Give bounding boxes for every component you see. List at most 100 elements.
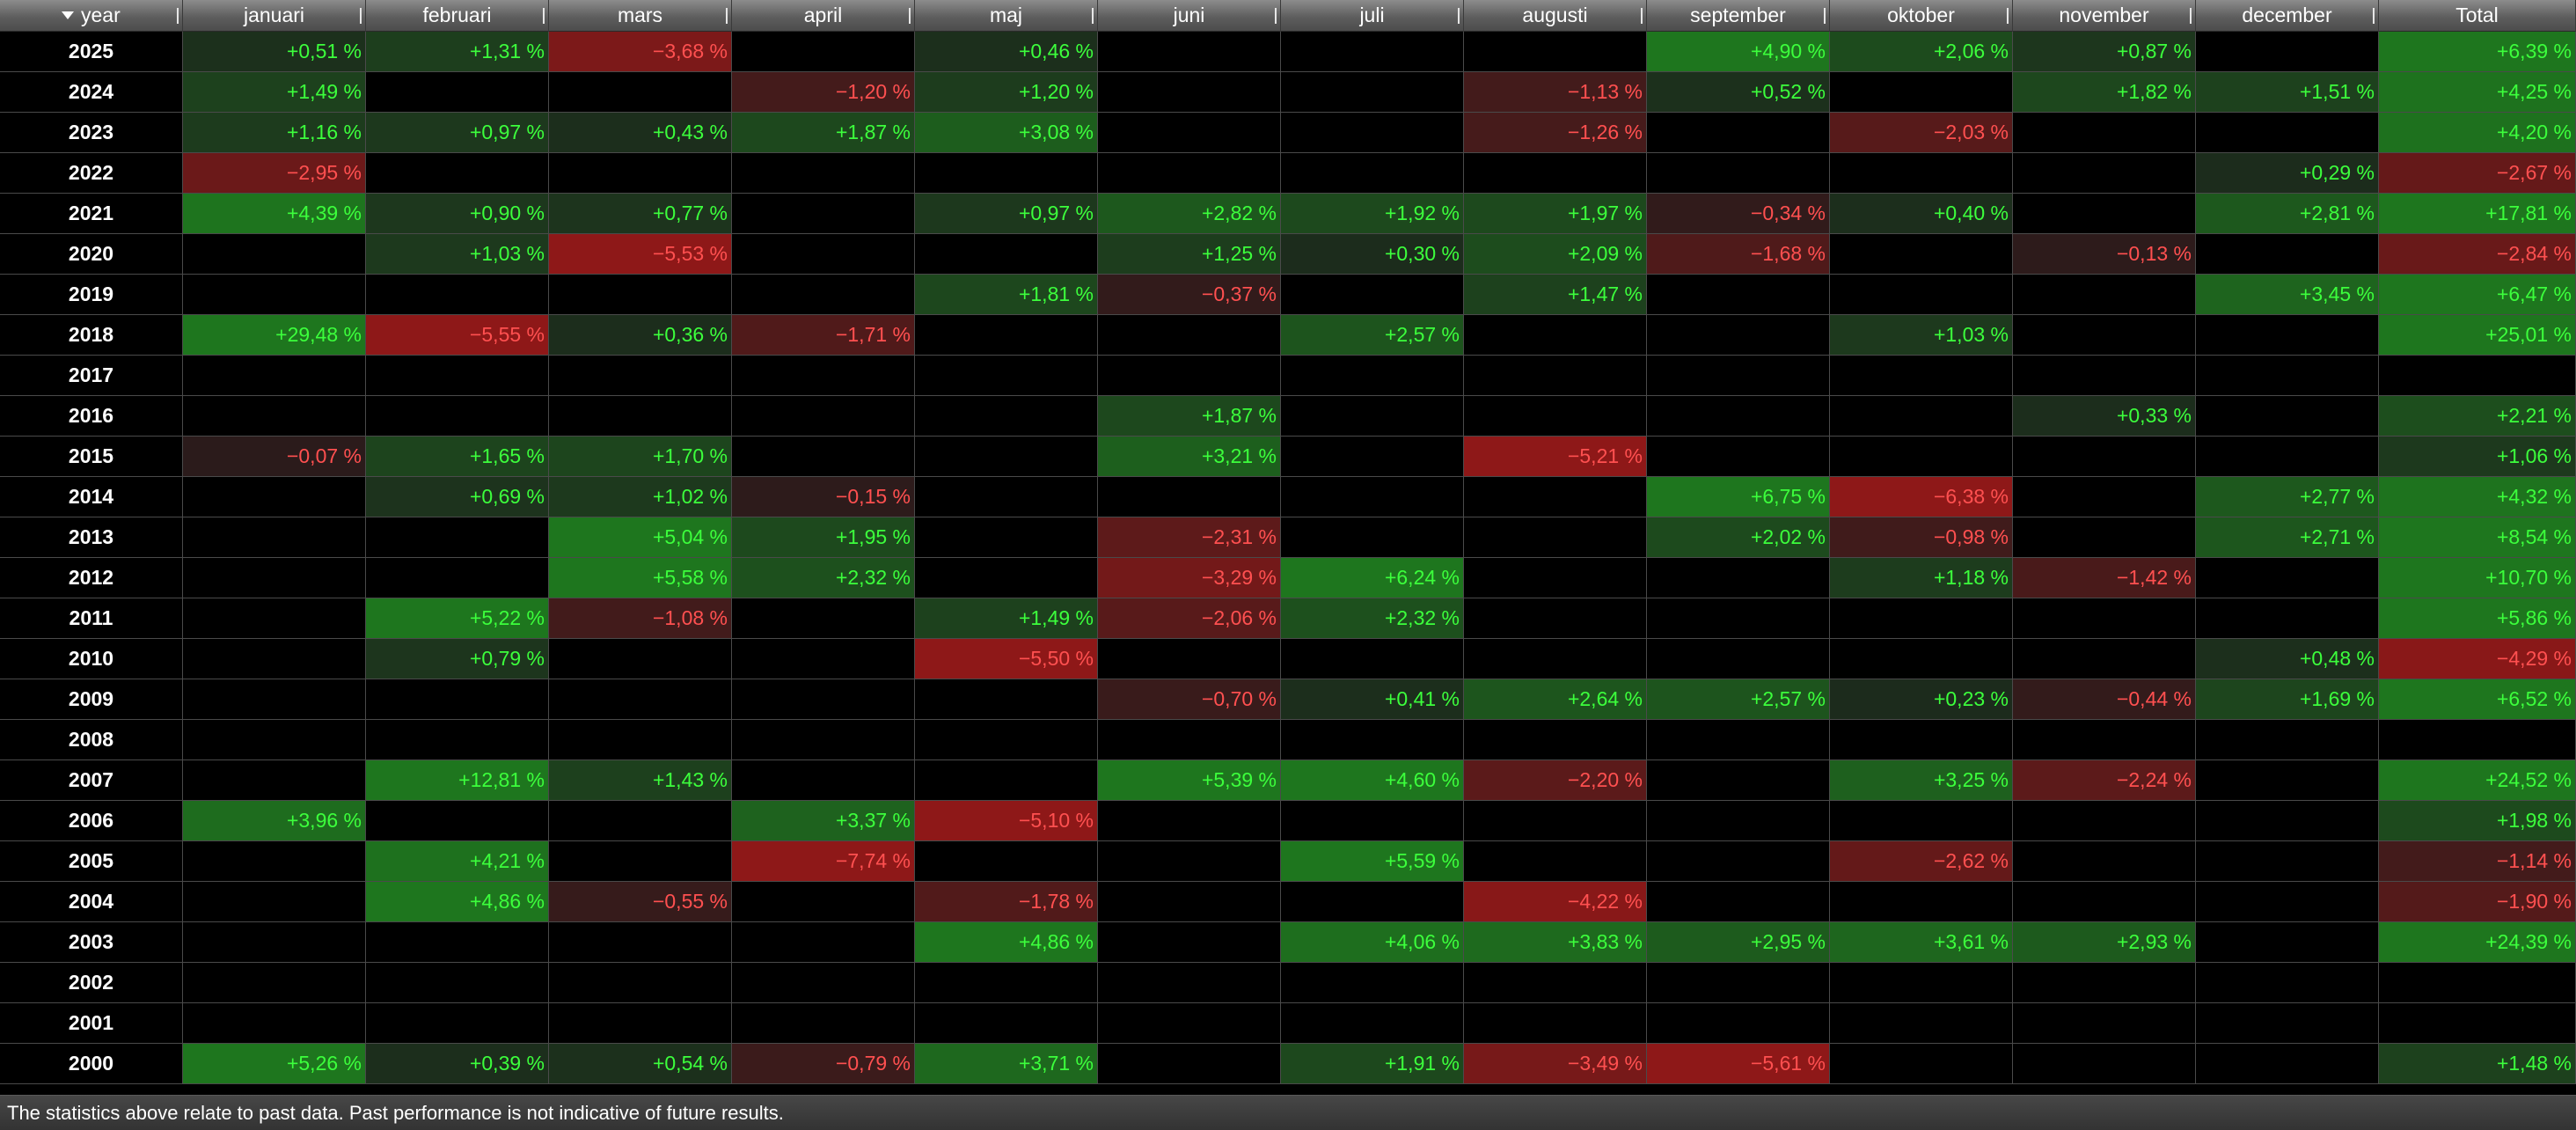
return-cell-juni: [1098, 639, 1281, 679]
column-header-juni[interactable]: juni: [1098, 0, 1281, 32]
return-cell-januari: [183, 841, 366, 882]
column-resize-handle[interactable]: [2190, 8, 2192, 24]
return-cell-oktober: +1,18 %: [1830, 558, 2013, 598]
return-cell-december: [2196, 1044, 2379, 1084]
return-cell-januari: +1,16 %: [183, 113, 366, 153]
column-header-year[interactable]: year: [0, 0, 183, 32]
column-header-september[interactable]: september: [1647, 0, 1830, 32]
return-cell-december: [2196, 841, 2379, 882]
column-resize-handle[interactable]: [726, 8, 728, 24]
return-cell-september: [1647, 153, 1830, 194]
return-cell-januari: +0,51 %: [183, 32, 366, 72]
return-cell-november: +0,33 %: [2013, 396, 2196, 437]
return-cell-mars: −0,55 %: [549, 882, 732, 922]
return-cell-april: [732, 275, 915, 315]
column-resize-handle[interactable]: [2373, 8, 2375, 24]
column-resize-handle[interactable]: [360, 8, 362, 24]
column-resize-handle[interactable]: [177, 8, 179, 24]
column-header-total[interactable]: Total: [2379, 0, 2576, 32]
column-header-augusti[interactable]: augusti: [1464, 0, 1647, 32]
return-cell-total: +4,32 %: [2379, 477, 2576, 517]
column-header-mars[interactable]: mars: [549, 0, 732, 32]
return-cell-december: [2196, 315, 2379, 356]
column-header-januari[interactable]: januari: [183, 0, 366, 32]
return-cell-juni: [1098, 113, 1281, 153]
column-header-april[interactable]: april: [732, 0, 915, 32]
return-cell-november: [2013, 598, 2196, 639]
return-cell-februari: [366, 558, 549, 598]
column-header-november[interactable]: november: [2013, 0, 2196, 32]
column-header-december[interactable]: december: [2196, 0, 2379, 32]
return-cell-februari: +12,81 %: [366, 760, 549, 801]
return-cell-april: −1,20 %: [732, 72, 915, 113]
return-cell-oktober: −6,38 %: [1830, 477, 2013, 517]
return-cell-januari: [183, 922, 366, 963]
return-cell-september: [1647, 760, 1830, 801]
return-cell-maj: [915, 396, 1098, 437]
return-cell-april: +2,32 %: [732, 558, 915, 598]
return-cell-april: −0,15 %: [732, 477, 915, 517]
column-resize-handle[interactable]: [1275, 8, 1277, 24]
return-cell-juni: [1098, 841, 1281, 882]
return-cell-augusti: [1464, 801, 1647, 841]
disclaimer-footer: The statistics above relate to past data…: [0, 1095, 2576, 1130]
row-year-label: 2004: [0, 882, 183, 922]
return-cell-december: [2196, 1003, 2379, 1044]
return-cell-oktober: +2,06 %: [1830, 32, 2013, 72]
column-header-maj[interactable]: maj: [915, 0, 1098, 32]
return-cell-januari: +1,49 %: [183, 72, 366, 113]
return-cell-november: [2013, 477, 2196, 517]
column-resize-handle[interactable]: [909, 8, 911, 24]
return-cell-april: +1,87 %: [732, 113, 915, 153]
column-resize-handle[interactable]: [1458, 8, 1460, 24]
row-year-label: 2018: [0, 315, 183, 356]
return-cell-november: +1,82 %: [2013, 72, 2196, 113]
return-cell-december: +2,77 %: [2196, 477, 2379, 517]
return-cell-augusti: [1464, 720, 1647, 760]
column-resize-handle[interactable]: [1641, 8, 1643, 24]
return-cell-maj: [915, 153, 1098, 194]
return-cell-juni: +3,21 %: [1098, 437, 1281, 477]
return-cell-april: [732, 963, 915, 1003]
return-cell-mars: [549, 1003, 732, 1044]
row-year-label: 2014: [0, 477, 183, 517]
column-header-februari[interactable]: februari: [366, 0, 549, 32]
return-cell-juni: −2,06 %: [1098, 598, 1281, 639]
column-header-label: juli: [1359, 4, 1385, 26]
return-cell-november: −0,13 %: [2013, 234, 2196, 275]
column-resize-handle[interactable]: [1092, 8, 1094, 24]
return-cell-juli: +5,59 %: [1281, 841, 1464, 882]
column-header-juli[interactable]: juli: [1281, 0, 1464, 32]
return-cell-februari: [366, 922, 549, 963]
return-cell-total: +1,48 %: [2379, 1044, 2576, 1084]
column-header-oktober[interactable]: oktober: [1830, 0, 2013, 32]
return-cell-januari: [183, 1003, 366, 1044]
return-cell-total: +6,52 %: [2379, 679, 2576, 720]
column-resize-handle[interactable]: [543, 8, 545, 24]
row-year-label: 2000: [0, 1044, 183, 1084]
return-cell-mars: [549, 679, 732, 720]
return-cell-augusti: [1464, 517, 1647, 558]
return-cell-total: +8,54 %: [2379, 517, 2576, 558]
return-cell-oktober: +0,40 %: [1830, 194, 2013, 234]
return-cell-mars: −5,53 %: [549, 234, 732, 275]
column-resize-handle[interactable]: [1824, 8, 1826, 24]
return-cell-mars: −1,08 %: [549, 598, 732, 639]
return-cell-maj: +3,08 %: [915, 113, 1098, 153]
row-year-label: 2023: [0, 113, 183, 153]
return-cell-juli: [1281, 720, 1464, 760]
return-cell-mars: −3,68 %: [549, 32, 732, 72]
row-year-label: 2017: [0, 356, 183, 396]
return-cell-februari: [366, 517, 549, 558]
return-cell-april: [732, 922, 915, 963]
return-cell-september: +2,02 %: [1647, 517, 1830, 558]
return-cell-februari: +1,65 %: [366, 437, 549, 477]
return-cell-december: [2196, 598, 2379, 639]
return-cell-juni: [1098, 32, 1281, 72]
column-resize-handle[interactable]: [2007, 8, 2009, 24]
return-cell-november: [2013, 315, 2196, 356]
return-cell-januari: [183, 598, 366, 639]
return-cell-juni: [1098, 801, 1281, 841]
return-cell-april: [732, 234, 915, 275]
return-cell-augusti: [1464, 963, 1647, 1003]
